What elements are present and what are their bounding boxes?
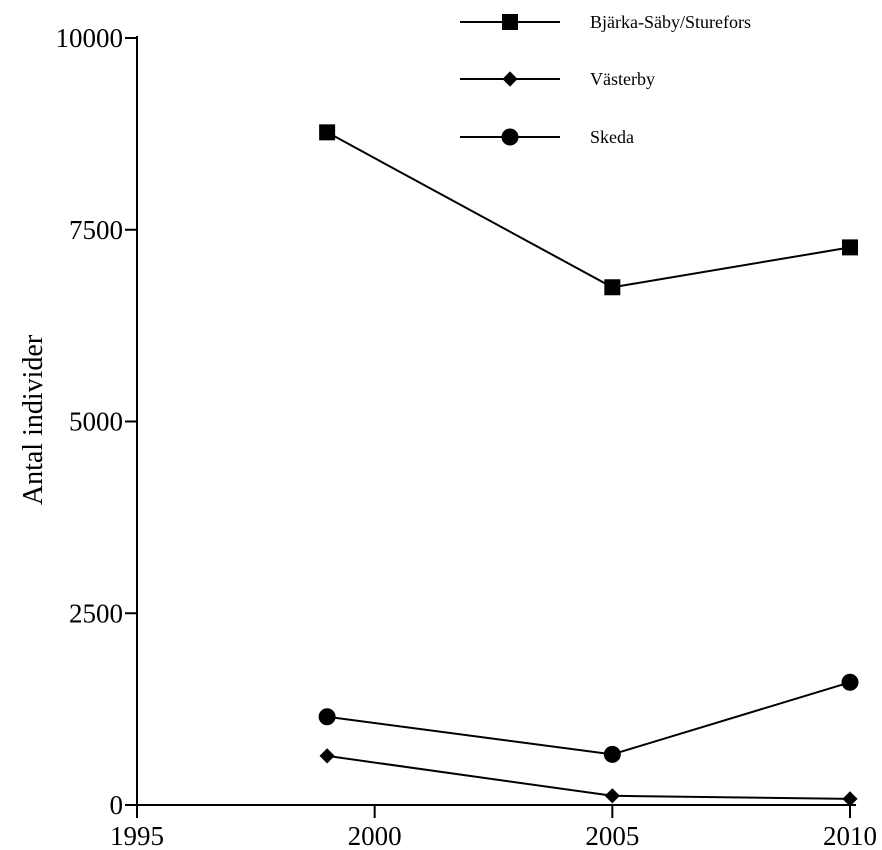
x-ticks: 1995 2000 2005 2010 bbox=[110, 805, 877, 850]
data-point-circle bbox=[603, 745, 621, 763]
y-tick-label: 5000 bbox=[69, 407, 123, 437]
y-tick-label: 10000 bbox=[56, 23, 124, 53]
data-point-diamond bbox=[842, 791, 858, 807]
legend-marker-square bbox=[502, 14, 518, 30]
y-ticks: 0 2500 5000 7500 10000 bbox=[56, 23, 137, 820]
series-diamond bbox=[319, 748, 858, 807]
x-tick-label: 2005 bbox=[585, 821, 639, 850]
series-line bbox=[326, 681, 851, 756]
x-tick-label: 2000 bbox=[348, 821, 402, 850]
data-point-circle bbox=[318, 708, 336, 726]
legend-item: Skeda bbox=[460, 127, 634, 147]
data-point-diamond bbox=[319, 748, 335, 764]
legend-label: Västerby bbox=[590, 69, 655, 89]
data-point-diamond bbox=[604, 788, 620, 804]
legend-item: Bjärka-Säby/Sturefors bbox=[460, 12, 751, 32]
data-point-square bbox=[842, 239, 858, 256]
series-circle bbox=[318, 673, 859, 763]
series-line bbox=[326, 754, 851, 800]
data-point-circle bbox=[841, 673, 859, 691]
series-line bbox=[326, 131, 851, 289]
y-axis-title: Antal individer bbox=[18, 334, 49, 505]
x-tick-label: 1995 bbox=[110, 821, 164, 850]
data-point-square bbox=[319, 124, 336, 141]
legend-item: Västerby bbox=[460, 69, 655, 89]
legend-marker-diamond bbox=[502, 71, 518, 87]
legend-label: Skeda bbox=[590, 127, 634, 147]
legend-label: Bjärka-Säby/Sturefors bbox=[590, 12, 751, 32]
series-square bbox=[319, 124, 858, 296]
data-point-square bbox=[604, 279, 621, 296]
y-tick-label: 0 bbox=[110, 790, 124, 820]
legend: Bjärka-Säby/Sturefors Västerby Skeda bbox=[460, 12, 751, 147]
y-tick-label: 7500 bbox=[69, 215, 123, 245]
x-tick-label: 2010 bbox=[823, 821, 877, 850]
plot-area bbox=[318, 124, 859, 807]
y-tick-label: 2500 bbox=[69, 598, 123, 628]
legend-marker-circle bbox=[501, 128, 519, 146]
